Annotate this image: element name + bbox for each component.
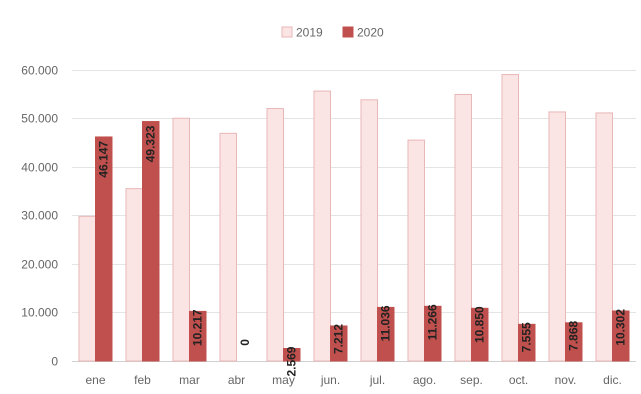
bar-2019: [219, 132, 237, 362]
data-label-2020: 10.302: [614, 309, 628, 346]
bar-2020: [424, 305, 442, 362]
y-axis: 0 10.000 20.000 30.000 40.000 50.000 60.000: [21, 64, 58, 369]
bar-2020: [283, 348, 301, 362]
bar-2020: [189, 310, 207, 362]
x-tick-label: sep.: [460, 373, 483, 387]
bar-2019: [548, 111, 566, 362]
bar-2019: [595, 112, 613, 362]
bar-2019: [360, 99, 378, 362]
legend-label-2020: 2020: [357, 26, 384, 40]
y-tick-label: 30.000: [21, 209, 58, 223]
data-label-2020: 7.868: [567, 320, 581, 350]
data-label-2020: 10.850: [473, 306, 487, 343]
bar-2020: [142, 121, 160, 362]
bar-2019: [266, 108, 284, 362]
y-tick-label: 10.000: [21, 306, 58, 320]
bar-2019: [407, 139, 425, 362]
bar-2019: [172, 117, 190, 362]
legend-swatch-2019: [281, 26, 293, 38]
legend-label-2019: 2019: [296, 26, 323, 40]
x-tick-label: ago.: [413, 373, 436, 387]
x-tick-label: mar: [179, 373, 200, 387]
y-tick-label: 0: [51, 355, 58, 369]
data-label-2020: 7.555: [520, 322, 534, 352]
data-label-2020: 7.212: [332, 324, 346, 354]
data-label-2020: 11.036: [379, 305, 393, 341]
x-tick-label: nov.: [555, 373, 577, 387]
bar-2019: [313, 90, 331, 362]
bar-2019: [125, 188, 143, 362]
data-label-2020: 2.569: [285, 346, 299, 376]
y-tick-label: 40.000: [21, 161, 58, 175]
bar-2019: [501, 74, 519, 362]
x-tick-label: abr: [228, 373, 245, 387]
x-tick-label: jun.: [320, 373, 340, 387]
data-label-2020: 10.217: [191, 309, 205, 346]
bars: 46.147 49.323 10.217 0 2.569 7.212 11.036 11.26…: [78, 74, 630, 377]
data-label-2020: 46.147: [97, 141, 111, 178]
bar-2020: [471, 307, 489, 362]
bar-2020: [565, 322, 583, 362]
bar-2020: [95, 136, 113, 362]
x-tick-label: feb: [134, 373, 151, 387]
x-tick-label: jul.: [369, 373, 385, 387]
x-tick-label: oct.: [509, 373, 528, 387]
bar-2020: [612, 310, 630, 362]
bar-2020: [330, 325, 348, 362]
legend-swatch-2020: [342, 26, 354, 38]
x-tick-label: dic.: [603, 373, 622, 387]
x-tick-label: may: [272, 373, 295, 387]
legend: 2019 2020: [281, 26, 384, 40]
x-axis: ene feb mar abr may jun. jul. ago. sep. oct. nov. d…: [85, 373, 621, 387]
gridlines: [72, 70, 636, 362]
data-label-2020: 0: [238, 339, 252, 346]
bar-2020: [377, 306, 395, 362]
data-label-2020: 49.323: [144, 125, 158, 162]
bar-2019: [454, 93, 472, 362]
x-tick-label: ene: [85, 373, 105, 387]
data-label-2020: 11.266: [426, 304, 440, 340]
bar-2019: [78, 215, 96, 362]
y-tick-label: 60.000: [21, 64, 58, 78]
y-tick-label: 50.000: [21, 112, 58, 126]
bar-2020: [518, 323, 536, 362]
y-tick-label: 20.000: [21, 258, 58, 272]
